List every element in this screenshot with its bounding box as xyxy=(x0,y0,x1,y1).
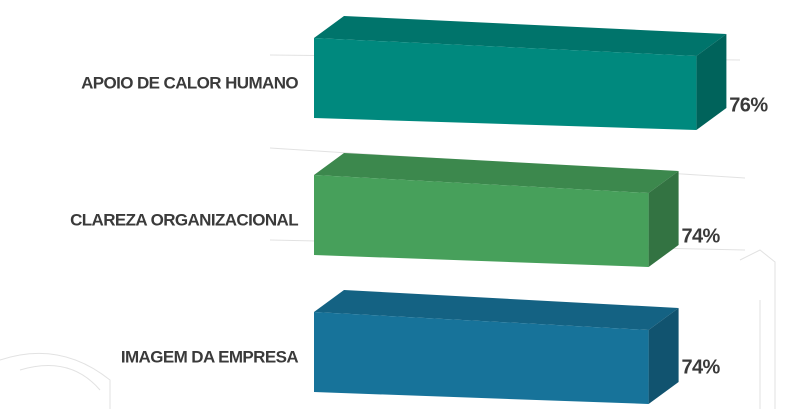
bar-side xyxy=(648,308,679,404)
value-label: 74% xyxy=(681,225,720,247)
value-label: 74% xyxy=(681,356,720,378)
bar-side xyxy=(648,171,679,267)
bar-top xyxy=(314,16,727,56)
bar-top xyxy=(314,290,679,330)
value-label: 76% xyxy=(729,94,768,116)
bar-side xyxy=(696,34,727,130)
category-label: APOIO DE CALOR HUMANO xyxy=(81,73,298,92)
bar-top xyxy=(314,153,679,193)
category-label: CLAREZA ORGANIZACIONAL xyxy=(70,210,298,229)
category-label: IMAGEM DA EMPRESA xyxy=(121,347,298,366)
bar xyxy=(314,38,697,130)
bar xyxy=(314,312,649,404)
bar xyxy=(314,175,649,267)
